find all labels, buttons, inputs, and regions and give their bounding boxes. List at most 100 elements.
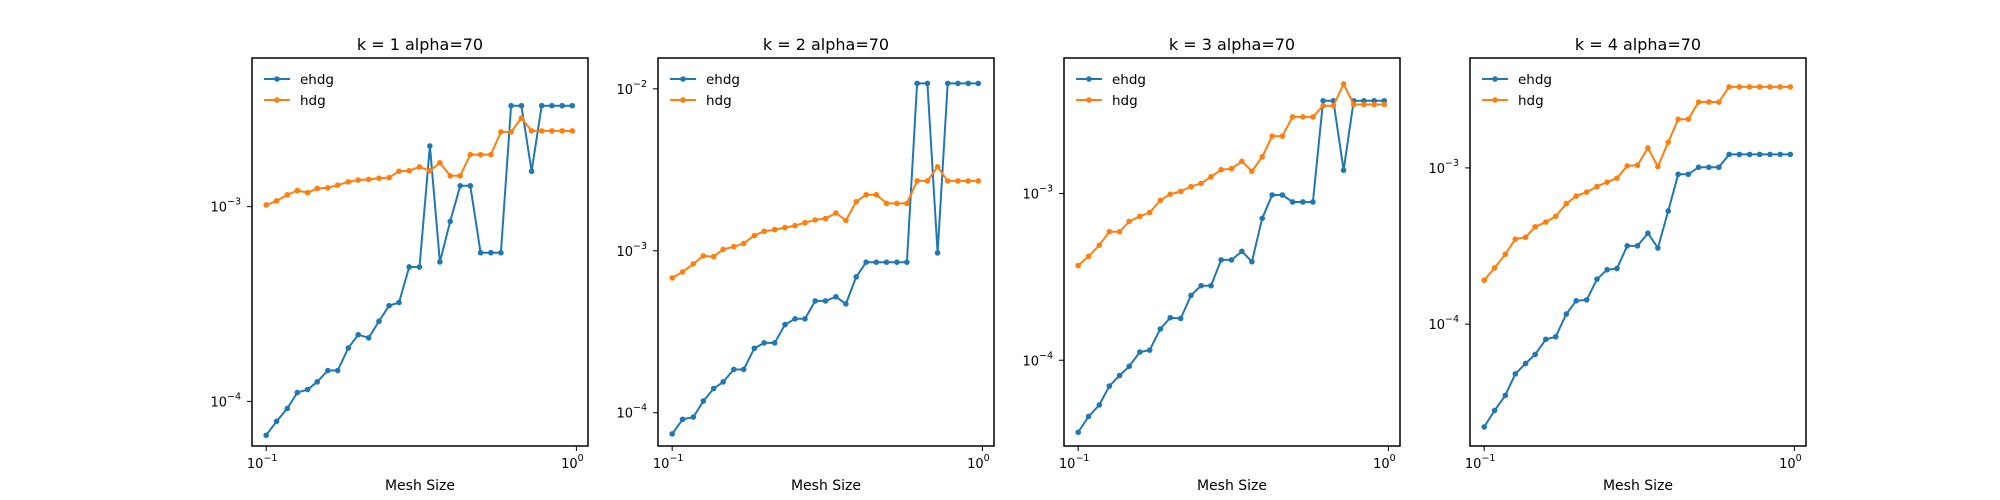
legend-marker-hdg [680, 97, 686, 103]
data-point-ehdg [740, 366, 747, 373]
legend-label-ehdg: ehdg [1112, 72, 1146, 88]
data-point-hdg [1746, 84, 1753, 90]
data-point-ehdg [1583, 297, 1590, 303]
data-point-ehdg [761, 340, 768, 346]
data-point-ehdg [1208, 282, 1214, 289]
series-line-hdg [671, 165, 979, 279]
data-point-hdg [1137, 213, 1143, 220]
data-point-hdg [863, 191, 869, 198]
data-point-ehdg [1634, 243, 1641, 249]
data-point-hdg [467, 151, 474, 158]
chart-panel-3: k = 3 alpha=70 Mesh Size 10−1 100 10−4 10−3 eh… [1022, 35, 1401, 494]
data-point-ehdg [263, 432, 269, 439]
data-point-hdg [1085, 253, 1092, 260]
data-point-ehdg [843, 301, 849, 307]
data-point-ehdg [1706, 164, 1712, 171]
data-point-hdg [1259, 154, 1266, 160]
data-point-hdg [518, 115, 525, 121]
data-point-ehdg [975, 80, 982, 87]
y-tick-label: 10−3 [616, 241, 647, 260]
data-point-ehdg [284, 405, 291, 412]
data-point-ehdg [914, 80, 920, 87]
plot-frame [251, 57, 589, 447]
data-point-ehdg [1239, 248, 1245, 255]
data-point-ehdg [955, 80, 961, 87]
plot-frame [1469, 57, 1807, 447]
data-point-hdg [792, 222, 798, 229]
data-point-hdg [853, 198, 860, 205]
data-point-hdg [284, 192, 291, 198]
data-point-ehdg [1300, 199, 1306, 205]
data-point-hdg [345, 179, 352, 185]
series-line-hdg [1077, 83, 1385, 267]
data-point-hdg [1685, 116, 1692, 122]
data-point-ehdg [1614, 265, 1620, 272]
data-point-hdg [427, 167, 433, 174]
data-point-hdg [1320, 102, 1326, 109]
data-point-hdg [955, 178, 961, 184]
data-point-ehdg [1481, 424, 1487, 430]
data-point-ehdg [447, 218, 454, 225]
series-line-hdg [1483, 85, 1791, 281]
data-point-hdg [894, 200, 900, 207]
chart-panel-2: k = 2 alpha=70 Mesh Size 10−1 100 10−4 10−3 10… [616, 35, 995, 494]
data-point-hdg [376, 175, 382, 182]
data-point-hdg [569, 128, 576, 134]
data-point-ehdg [1736, 151, 1743, 158]
data-point-ehdg [1198, 282, 1204, 289]
data-point-hdg [934, 163, 941, 170]
data-point-hdg [314, 185, 320, 192]
data-point-ehdg [751, 345, 758, 352]
y-tick-label: 10−3 [1022, 184, 1053, 203]
data-point-hdg [1756, 84, 1763, 90]
data-point-hdg [1126, 218, 1132, 225]
data-point-hdg [740, 240, 747, 247]
data-point-hdg [1665, 139, 1672, 146]
data-point-hdg [1096, 242, 1103, 248]
plot-frame [1063, 57, 1401, 447]
data-point-ehdg [1532, 351, 1538, 358]
data-point-hdg [1716, 99, 1722, 105]
data-point-hdg [1350, 101, 1357, 108]
x-axis-label: Mesh Size [1603, 478, 1673, 494]
data-point-hdg [1381, 101, 1388, 108]
data-point-ehdg [1767, 151, 1773, 158]
data-point-ehdg [944, 80, 951, 87]
data-point-hdg [386, 174, 392, 181]
data-point-hdg [355, 177, 362, 183]
data-point-hdg [812, 217, 818, 223]
data-point-hdg [700, 253, 707, 259]
data-point-hdg [304, 189, 311, 196]
data-point-hdg [1695, 99, 1702, 105]
legend: ehdg hdg [1482, 72, 1552, 109]
data-point-ehdg [355, 331, 362, 338]
data-point-ehdg [965, 80, 971, 87]
data-point-ehdg [822, 298, 829, 304]
data-point-hdg [437, 159, 443, 166]
data-point-ehdg [1645, 230, 1651, 236]
data-point-ehdg [467, 182, 474, 189]
data-point-ehdg [1604, 266, 1610, 273]
data-point-ehdg [1594, 276, 1600, 282]
data-point-hdg [263, 202, 269, 208]
legend-marker-ehdg [274, 76, 280, 82]
data-point-hdg [447, 173, 454, 179]
data-point-hdg [1075, 262, 1081, 269]
data-point-hdg [1218, 166, 1224, 173]
data-point-hdg [549, 128, 555, 134]
data-point-ehdg [477, 249, 484, 256]
data-point-ehdg [1137, 349, 1143, 355]
x-tick-label: 100 [967, 453, 990, 472]
data-point-hdg [761, 228, 768, 235]
data-point-ehdg [334, 367, 341, 374]
legend-label-ehdg: ehdg [706, 72, 740, 88]
data-point-hdg [1512, 236, 1519, 242]
data-point-ehdg [1259, 215, 1266, 222]
data-point-ehdg [1096, 402, 1103, 408]
data-point-ehdg [782, 321, 788, 328]
data-point-ehdg [771, 340, 778, 346]
data-point-ehdg [1249, 258, 1255, 265]
data-point-ehdg [1563, 311, 1570, 317]
data-point-ehdg [720, 379, 726, 385]
